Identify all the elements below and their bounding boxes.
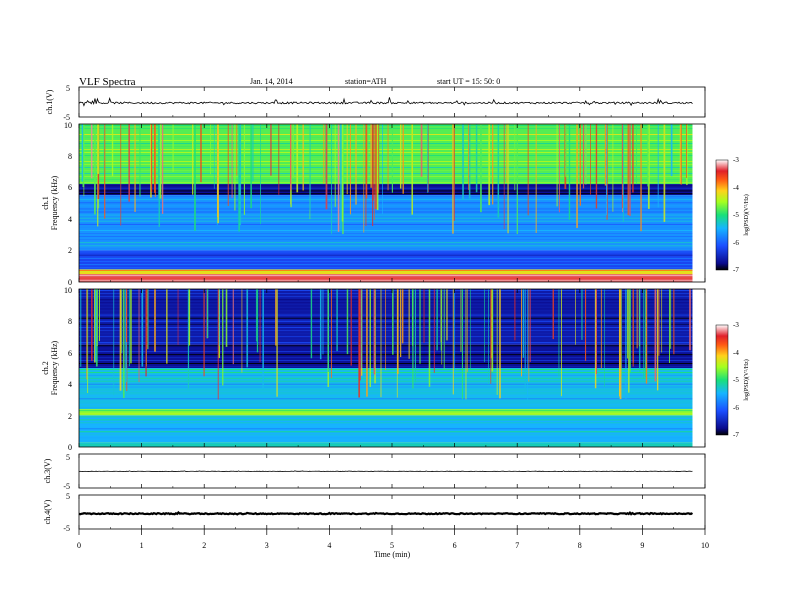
ch1-ytick-2: 2 [68, 246, 72, 255]
ch1-waveform-ylabel: ch.1(V) [45, 89, 54, 114]
spectral-band [79, 184, 693, 196]
ch2-ytick-8: 8 [68, 317, 72, 326]
figure-title: VLF Spectra [79, 76, 136, 88]
spectral-band [79, 442, 693, 447]
ch1-ytick-6: 6 [68, 183, 72, 192]
station-label: station=ATH [345, 77, 387, 86]
ch2-ytick-4: 4 [68, 380, 72, 389]
ch1-channel-label: ch.1 [41, 196, 50, 210]
ch2-colorbar: -3 -4 -5 -6 -7 log(PSD)(V²/Hz) [715, 321, 750, 439]
spectral-band [79, 250, 693, 270]
ch4-ytick-bottom: -5 [63, 524, 70, 533]
ch1-spectrogram-image [79, 124, 693, 282]
ch2-cbar-tick-m3: -3 [733, 321, 739, 329]
ch1-ytick-bottom: -5 [63, 113, 70, 122]
xtick-label-4: 4 [327, 541, 331, 550]
ch2-frequency-ylabel: Frequency (kHz) [50, 340, 59, 395]
date-label: Jan. 14, 2014 [250, 77, 293, 86]
ch1-frequency-ylabel: Frequency (kHz) [50, 175, 59, 230]
ch2-channel-label: ch.2 [41, 361, 50, 375]
ch1-ytick-4: 4 [68, 215, 72, 224]
ch3-waveform-ylabel: ch.3(V) [43, 458, 52, 483]
xtick-label-5: 5 [390, 541, 394, 550]
spectral-band [79, 409, 693, 416]
ch1-waveform-frame [78, 86, 706, 118]
spectral-band [79, 368, 693, 410]
waveform-line [78, 470, 693, 473]
waveform-line [78, 97, 693, 107]
ch1-colorbar-label: log(PSD)(V²/Hz) [743, 194, 750, 235]
ch2-cbar-tick-m5: -5 [733, 376, 739, 384]
xtick-label-8: 8 [578, 541, 582, 550]
spectral-band [79, 195, 693, 251]
xtick-label-6: 6 [453, 541, 457, 550]
ch1-cbar-tick-m3: -3 [733, 156, 739, 164]
x-axis: 0 1 2 3 4 5 6 7 8 9 10 Time (min) [77, 541, 709, 559]
start-time-label: start UT = 15: 50: 0 [437, 77, 500, 86]
ch1-cbar-tick-m5: -5 [733, 211, 739, 219]
ch2-cbar-tick-m6: -6 [733, 404, 739, 412]
x-tick-marks [78, 87, 706, 535]
ch4-waveform-panel: 5 -5 ch.4(V) [43, 492, 706, 533]
ch2-ytick-6: 6 [68, 349, 72, 358]
ch1-ytick-0: 0 [68, 278, 72, 287]
xtick-label-7: 7 [515, 541, 519, 550]
ch3-ytick-top: 5 [66, 453, 70, 462]
ch1-colorbar-gradient [715, 159, 729, 271]
spectral-band [79, 124, 693, 185]
x-axis-label: Time (min) [374, 550, 411, 559]
ch2-colorbar-label: log(PSD)(V²/Hz) [743, 359, 750, 400]
ch4-waveform-ylabel: ch.4(V) [43, 499, 52, 524]
waveform-line [78, 510, 693, 516]
ch4-waveform-trace [78, 510, 693, 516]
ch3-waveform-panel: 5 -5 ch.3(V) [43, 453, 706, 491]
ch2-spectrogram-image [79, 289, 693, 447]
ch1-waveform-trace [78, 97, 693, 107]
ch1-spectrogram-panel: 0 2 4 6 8 10 ch.1 Frequency (kHz) [41, 121, 706, 287]
xtick-label-3: 3 [265, 541, 269, 550]
ch2-colorbar-gradient [715, 324, 729, 436]
ch4-ytick-top: 5 [66, 492, 70, 501]
ch2-spectrogram-panel: 0 2 4 6 8 10 ch.2 Frequency (kHz) [41, 286, 706, 452]
ch1-colorbar: -3 -4 -5 -6 -7 log(PSD)(V²/Hz) [715, 156, 750, 274]
xtick-label-9: 9 [640, 541, 644, 550]
ch1-cbar-tick-m4: -4 [733, 184, 739, 192]
ch1-cbar-tick-m7: -7 [733, 266, 739, 274]
ch2-ytick-0: 0 [68, 443, 72, 452]
ch3-waveform-trace [78, 470, 693, 473]
ch2-ytick-10: 10 [64, 286, 72, 295]
ch2-cbar-tick-m4: -4 [733, 349, 739, 357]
ch1-ytick-10: 10 [64, 121, 72, 130]
ch1-ytick-8: 8 [68, 152, 72, 161]
ch2-cbar-tick-m7: -7 [733, 431, 739, 439]
ch1-ytick-top: 5 [66, 84, 70, 93]
ch3-ytick-bottom: -5 [63, 482, 70, 491]
xtick-label-1: 1 [140, 541, 144, 550]
ch1-waveform-panel: 5 -5 ch.1(V) [45, 84, 706, 122]
xtick-label-2: 2 [202, 541, 206, 550]
ch1-cbar-tick-m6: -6 [733, 239, 739, 247]
spectral-band [79, 269, 693, 275]
ch2-ytick-2: 2 [68, 412, 72, 421]
ch4-waveform-frame [78, 494, 706, 530]
xtick-label-10: 10 [701, 541, 709, 550]
xtick-label-0: 0 [77, 541, 81, 550]
